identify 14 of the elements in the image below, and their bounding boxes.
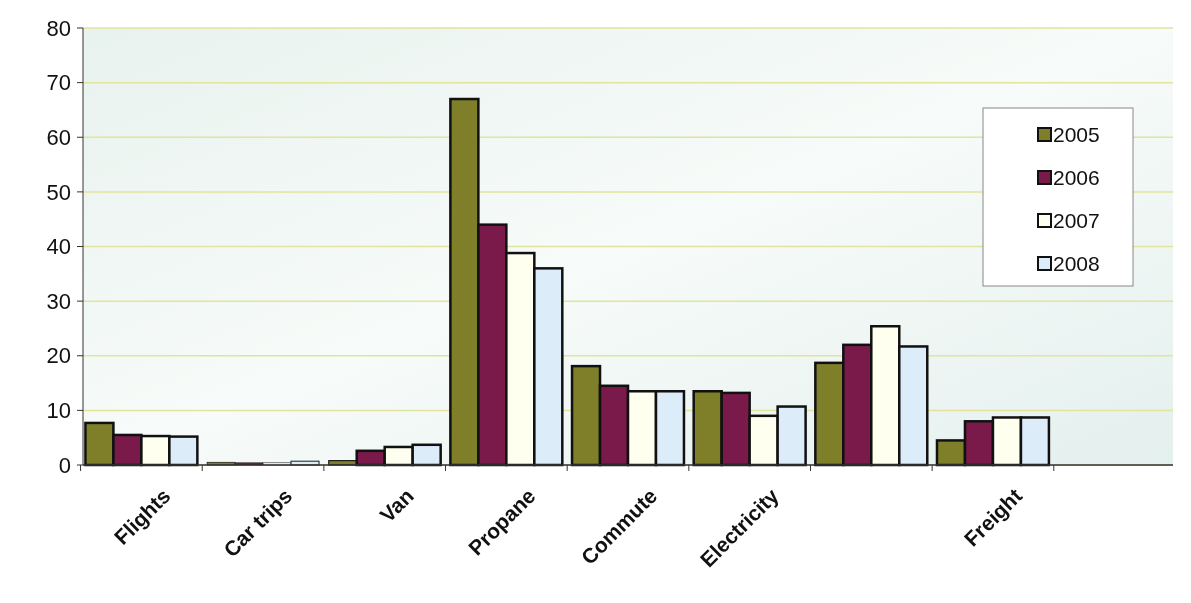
legend-label: 2007 — [1053, 209, 1100, 233]
y-tick-label: 30 — [46, 288, 71, 314]
y-tick-label: 0 — [58, 452, 71, 478]
y-tick-label: 70 — [46, 70, 71, 96]
legend-label: 2008 — [1053, 252, 1100, 276]
y-tick-label: 10 — [46, 398, 71, 424]
legend-label: 2006 — [1053, 166, 1100, 190]
legend-label: 2005 — [1053, 123, 1100, 147]
x-tick-label: Van — [375, 483, 418, 527]
y-tick-label: 60 — [46, 124, 71, 150]
y-tick-label: 50 — [46, 179, 71, 205]
y-tick-label: 40 — [46, 234, 71, 260]
y-tick-label: 80 — [46, 15, 71, 41]
y-tick-label: 20 — [46, 343, 71, 369]
